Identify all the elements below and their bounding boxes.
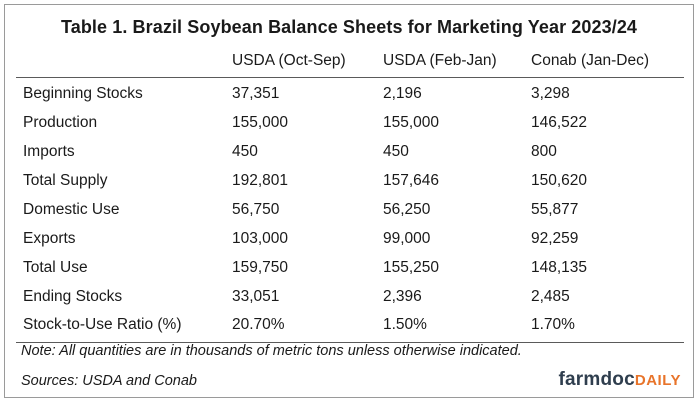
cell-value: 33,051 xyxy=(232,288,280,305)
cell-value: 3,298 xyxy=(531,85,570,102)
row-label: Total Supply xyxy=(23,172,108,189)
table-row: Stock-to-Use Ratio (%) 20.70% 1.50% 1.70… xyxy=(5,312,695,341)
table-row: Imports 450 450 800 xyxy=(5,139,695,168)
table-row: Ending Stocks 33,051 2,396 2,485 xyxy=(5,284,695,313)
table-title: Table 1. Brazil Soybean Balance Sheets f… xyxy=(60,17,638,37)
table-row: Domestic Use 56,750 56,250 55,877 xyxy=(5,197,695,226)
cell-value: 20.70% xyxy=(232,316,285,333)
cell-value: 2,196 xyxy=(383,85,422,102)
row-label: Total Use xyxy=(23,259,88,276)
cell-value: 2,485 xyxy=(531,288,570,305)
row-label: Production xyxy=(23,114,98,131)
cell-value: 56,250 xyxy=(383,201,431,218)
farmdoc-daily-logo: farmdocDAILY xyxy=(559,369,682,391)
table-note: Note: All quantities are in thousands of… xyxy=(21,343,522,359)
cell-value: 450 xyxy=(232,143,258,160)
table-row: Total Use 159,750 155,250 148,135 xyxy=(5,255,695,284)
cell-value: 146,522 xyxy=(531,114,588,131)
column-header-usda-feb-jan: USDA (Feb-Jan) xyxy=(383,52,497,69)
cell-value: 800 xyxy=(531,143,557,160)
cell-value: 1.70% xyxy=(531,316,575,333)
footer-rule xyxy=(16,342,684,343)
cell-value: 55,877 xyxy=(531,201,579,218)
cell-value: 450 xyxy=(383,143,409,160)
header-rule xyxy=(16,77,684,78)
column-header-conab-jan-dec: Conab (Jan-Dec) xyxy=(531,52,650,69)
table-figure: Table 1. Brazil Soybean Balance Sheets f… xyxy=(4,4,694,398)
cell-value: 56,750 xyxy=(232,201,280,218)
cell-value: 157,646 xyxy=(383,172,440,189)
cell-value: 148,135 xyxy=(531,259,588,276)
cell-value: 150,620 xyxy=(531,172,588,189)
cell-value: 92,259 xyxy=(531,230,579,247)
table-row: Production 155,000 155,000 146,522 xyxy=(5,110,695,139)
row-label: Exports xyxy=(23,230,76,247)
column-header-usda-oct-sep: USDA (Oct-Sep) xyxy=(232,52,346,69)
cell-value: 99,000 xyxy=(383,230,431,247)
cell-value: 103,000 xyxy=(232,230,289,247)
cell-value: 37,351 xyxy=(232,85,280,102)
row-label: Domestic Use xyxy=(23,201,120,218)
table-row: Beginning Stocks 37,351 2,196 3,298 xyxy=(5,81,695,110)
row-label: Stock-to-Use Ratio (%) xyxy=(23,316,182,333)
cell-value: 159,750 xyxy=(232,259,289,276)
cell-value: 2,396 xyxy=(383,288,422,305)
cell-value: 1.50% xyxy=(383,316,427,333)
cell-value: 155,000 xyxy=(383,114,440,131)
cell-value: 155,250 xyxy=(383,259,440,276)
table-sources: Sources: USDA and Conab xyxy=(21,373,197,389)
table-row: Total Supply 192,801 157,646 150,620 xyxy=(5,168,695,197)
row-label: Ending Stocks xyxy=(23,288,123,305)
row-label: Imports xyxy=(23,143,75,160)
cell-value: 155,000 xyxy=(232,114,289,131)
row-label: Beginning Stocks xyxy=(23,85,143,102)
cell-value: 192,801 xyxy=(232,172,289,189)
logo-text-farmdoc: farmdoc xyxy=(558,369,635,390)
logo-text-daily: DAILY xyxy=(634,372,681,389)
table-row: Exports 103,000 99,000 92,259 xyxy=(5,226,695,255)
